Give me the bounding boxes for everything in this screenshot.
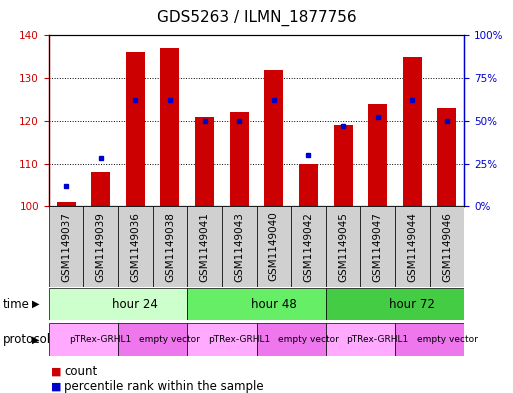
- Text: protocol: protocol: [3, 333, 51, 346]
- Bar: [187, 206, 222, 287]
- Text: ▶: ▶: [32, 334, 40, 345]
- Text: ■: ■: [51, 366, 62, 376]
- Text: GSM1149036: GSM1149036: [130, 212, 140, 281]
- Bar: [395, 206, 429, 287]
- Text: GSM1149044: GSM1149044: [407, 212, 417, 281]
- Text: percentile rank within the sample: percentile rank within the sample: [64, 380, 264, 393]
- Text: time: time: [3, 298, 29, 311]
- Bar: [161, 48, 180, 206]
- Bar: [230, 112, 249, 206]
- Bar: [403, 57, 422, 206]
- Bar: [118, 323, 187, 356]
- Bar: [49, 323, 118, 356]
- Bar: [326, 206, 360, 287]
- Text: GSM1149038: GSM1149038: [165, 212, 175, 281]
- Bar: [49, 206, 83, 287]
- Text: GSM1149040: GSM1149040: [269, 212, 279, 281]
- Text: pTRex-GRHL1: pTRex-GRHL1: [70, 335, 132, 344]
- Text: GSM1149046: GSM1149046: [442, 212, 452, 281]
- Bar: [118, 206, 153, 287]
- Text: empty vector: empty vector: [278, 335, 339, 344]
- Bar: [326, 288, 464, 320]
- Bar: [395, 323, 464, 356]
- Text: GSM1149043: GSM1149043: [234, 212, 244, 281]
- Text: GSM1149042: GSM1149042: [304, 212, 313, 281]
- Bar: [368, 104, 387, 206]
- Text: empty vector: empty vector: [140, 335, 201, 344]
- Bar: [126, 52, 145, 206]
- Bar: [326, 323, 395, 356]
- Text: hour 48: hour 48: [251, 298, 297, 311]
- Bar: [56, 202, 75, 206]
- Text: hour 72: hour 72: [389, 298, 435, 311]
- Bar: [222, 206, 256, 287]
- Bar: [429, 206, 464, 287]
- Bar: [360, 206, 395, 287]
- Text: ■: ■: [51, 381, 62, 391]
- Text: GSM1149045: GSM1149045: [338, 212, 348, 281]
- Bar: [333, 125, 352, 206]
- Text: GSM1149039: GSM1149039: [96, 212, 106, 281]
- Bar: [153, 206, 187, 287]
- Bar: [256, 206, 291, 287]
- Bar: [256, 323, 326, 356]
- Text: ▶: ▶: [32, 299, 40, 309]
- Text: GSM1149041: GSM1149041: [200, 212, 209, 281]
- Bar: [438, 108, 457, 206]
- Text: empty vector: empty vector: [417, 335, 478, 344]
- Bar: [83, 206, 118, 287]
- Bar: [264, 70, 283, 206]
- Bar: [187, 288, 326, 320]
- Bar: [299, 163, 318, 206]
- Bar: [195, 117, 214, 206]
- Text: GSM1149047: GSM1149047: [373, 212, 383, 281]
- Text: GSM1149037: GSM1149037: [61, 212, 71, 281]
- Bar: [291, 206, 326, 287]
- Bar: [187, 323, 256, 356]
- Text: GDS5263 / ILMN_1877756: GDS5263 / ILMN_1877756: [156, 10, 357, 26]
- Text: count: count: [64, 365, 97, 378]
- Text: pTRex-GRHL1: pTRex-GRHL1: [208, 335, 270, 344]
- Bar: [49, 288, 187, 320]
- Bar: [91, 172, 110, 206]
- Text: hour 24: hour 24: [112, 298, 158, 311]
- Text: pTRex-GRHL1: pTRex-GRHL1: [347, 335, 409, 344]
